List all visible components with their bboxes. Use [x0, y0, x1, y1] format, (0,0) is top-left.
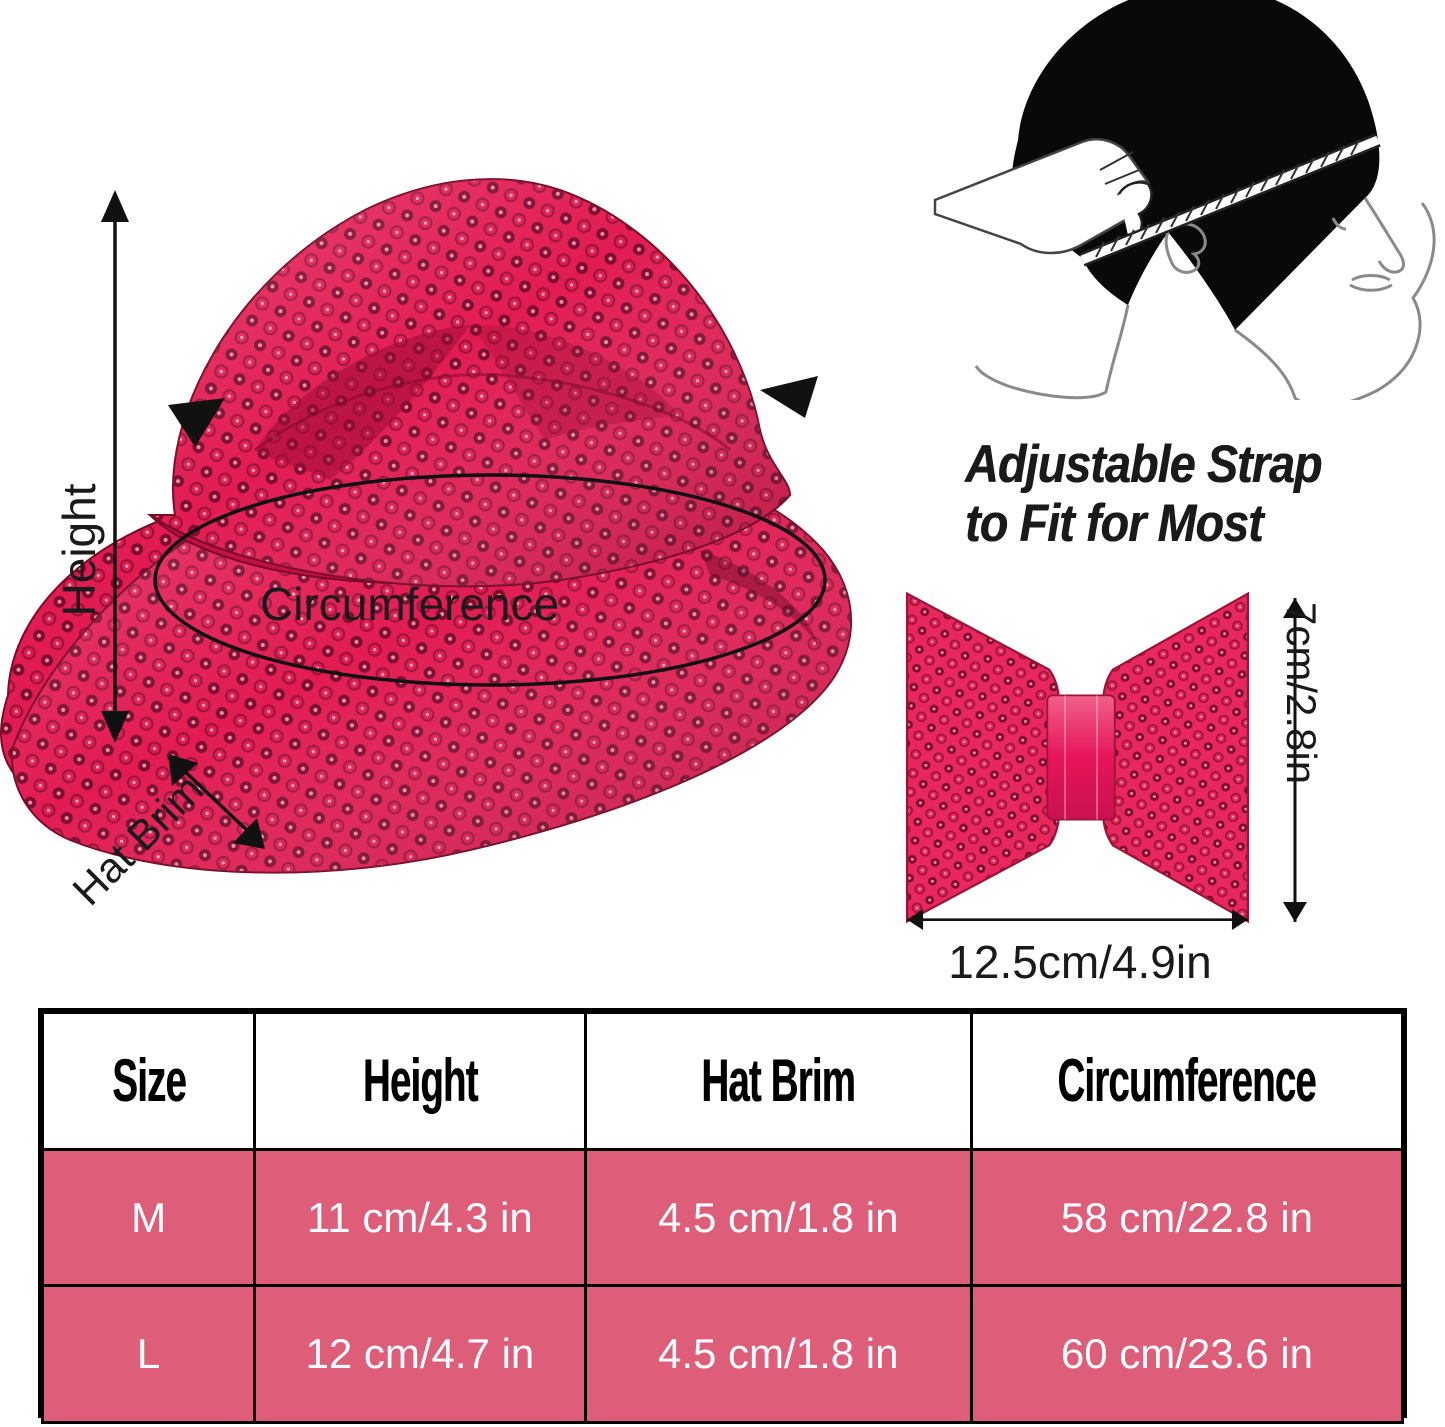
svg-text:Height: Height — [53, 483, 105, 616]
svg-text:Circumference: Circumference — [260, 578, 559, 630]
